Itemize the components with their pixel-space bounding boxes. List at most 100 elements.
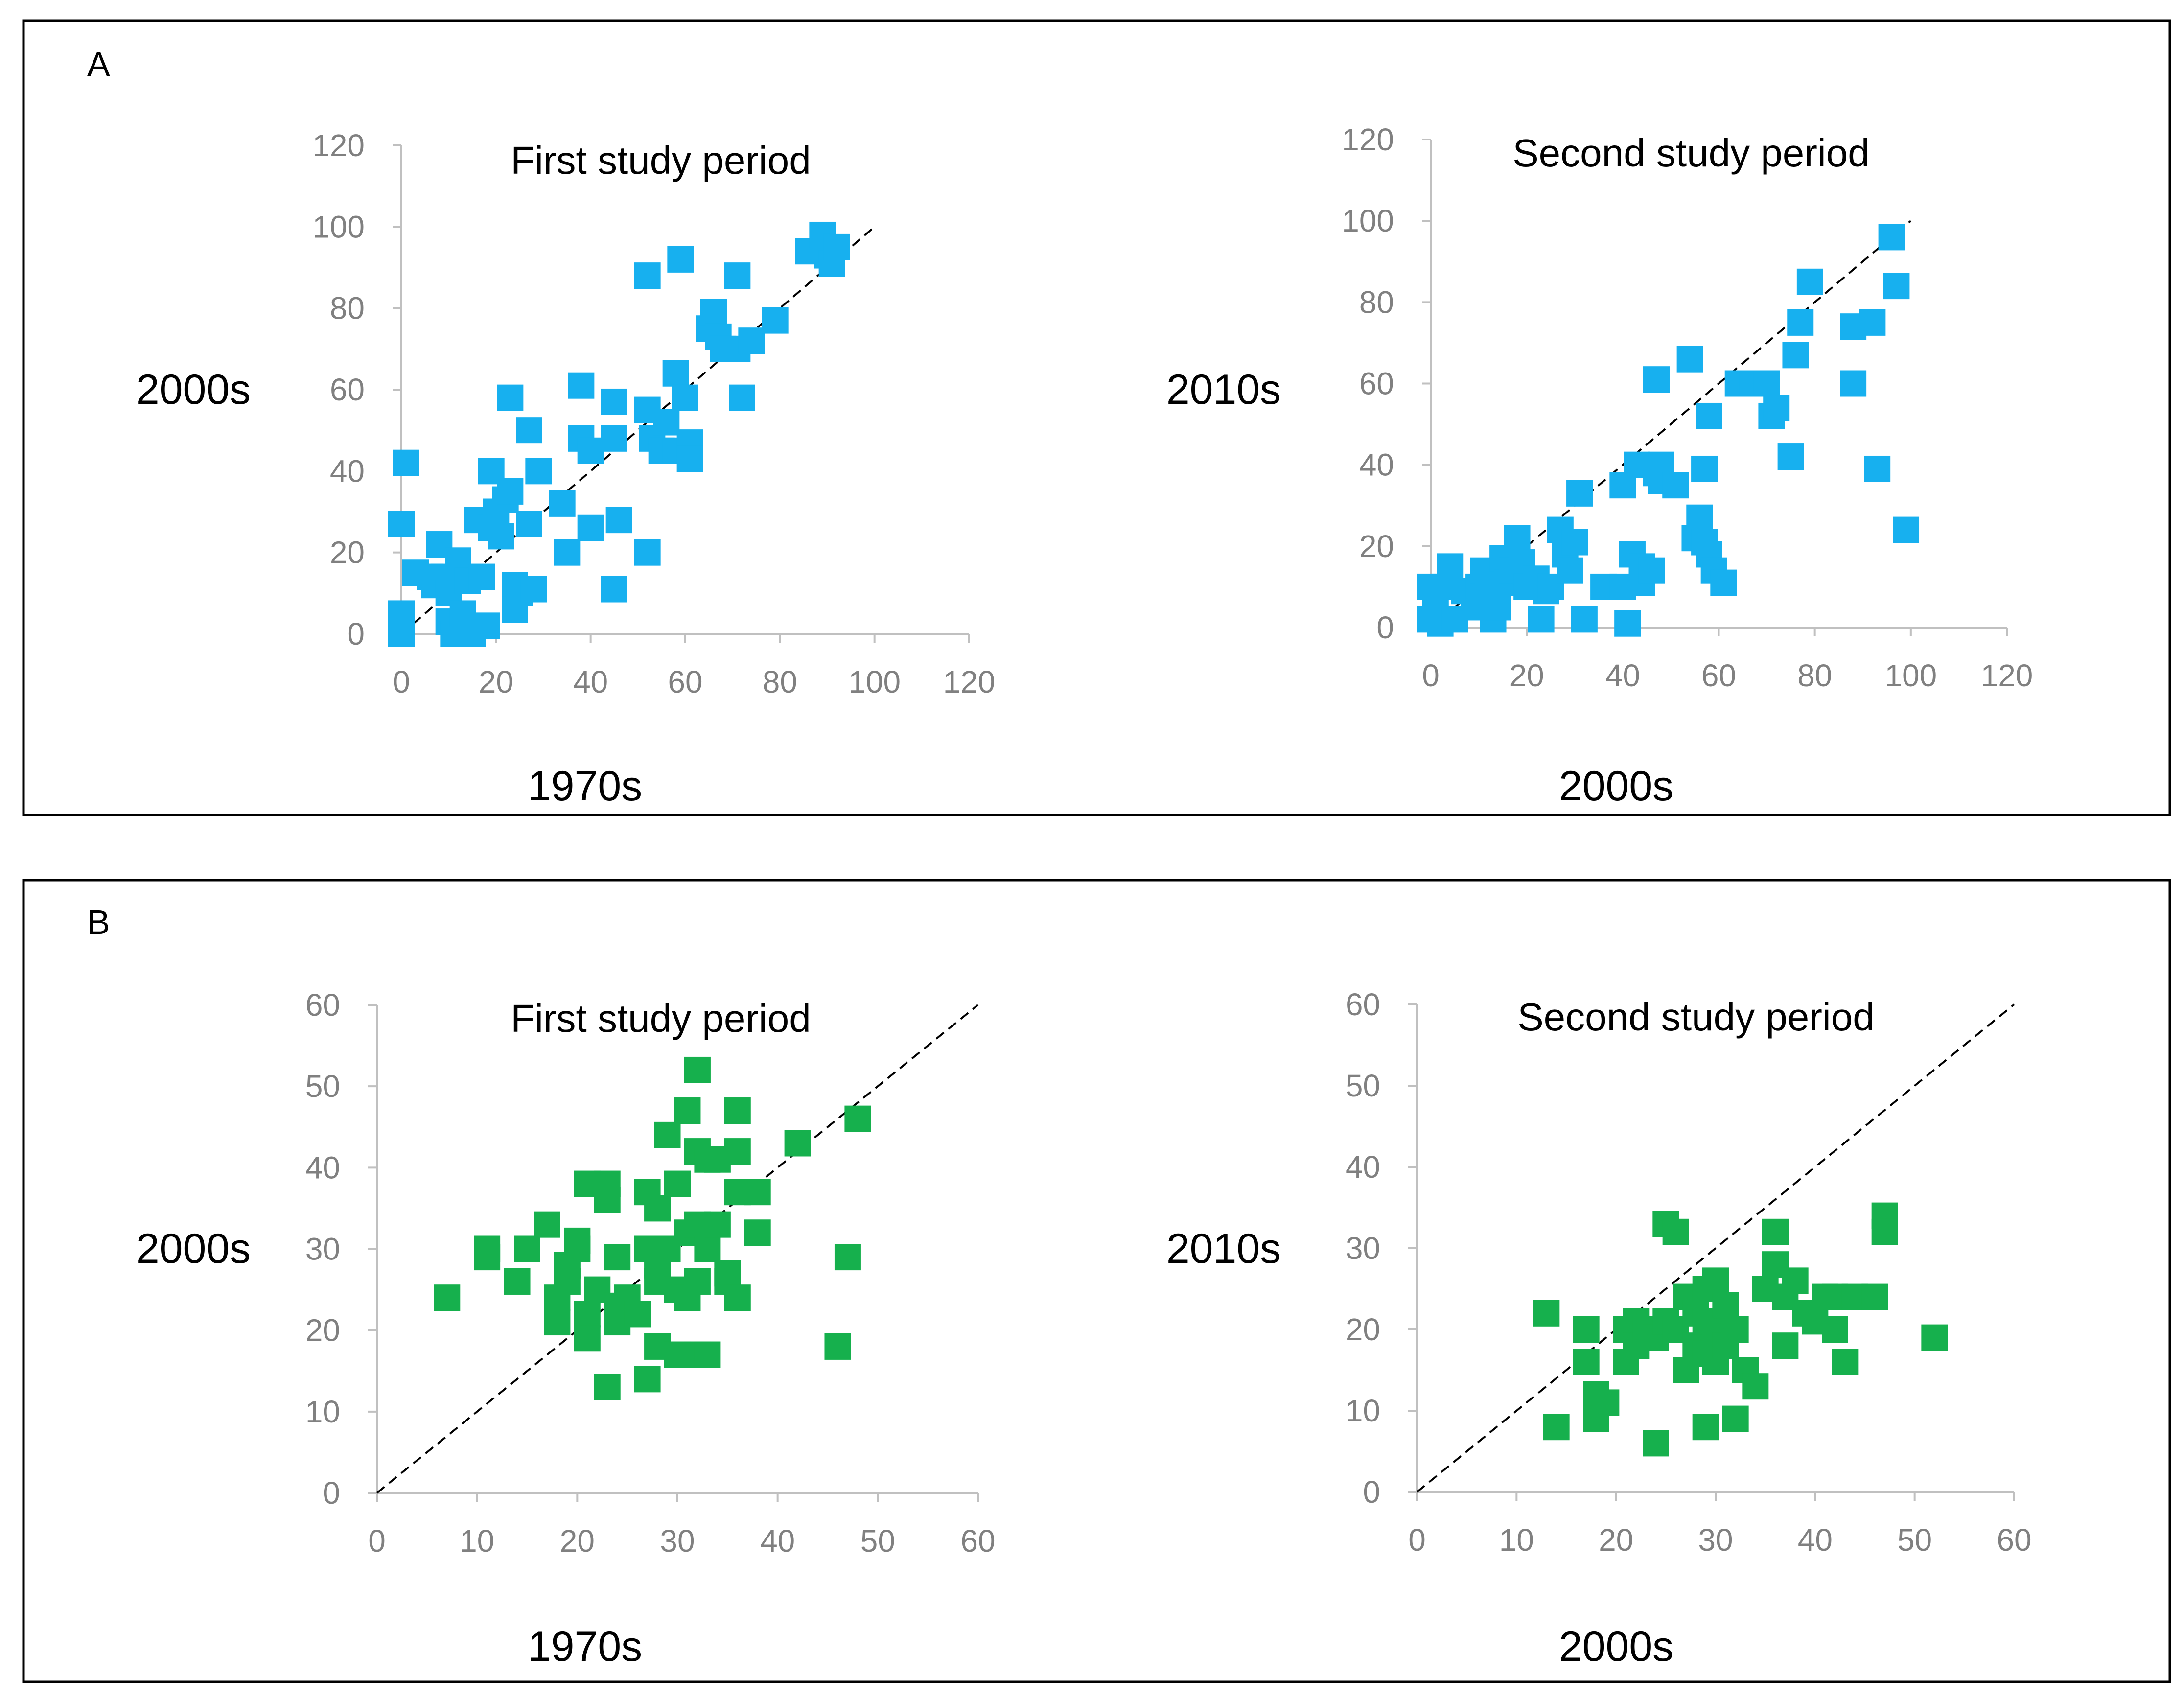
chart-b-first-x-tick-label: 10: [460, 1523, 494, 1559]
chart-b-second-y-tick-label: 30: [1346, 1231, 1380, 1266]
chart-b-second-axes: 0 10 20 30 40 50 60 0 10 20 30 40 50 60: [1346, 987, 2032, 1558]
chart-b-second-point: [1573, 1349, 1600, 1375]
chart-a-first-y-tick-label: 0: [347, 616, 365, 652]
chart-b-first: 0 10 20 30 40 50 60 0 10 20 30 40 50 60 First study p…: [136, 987, 996, 1670]
chart-b-first-x-tick-label: 30: [660, 1523, 695, 1559]
chart-a-first-x-tick-label: 80: [763, 664, 797, 699]
chart-b-first-y-tick-label: 30: [305, 1232, 340, 1267]
chart-a-second-ylabel: 2010s: [1166, 366, 1281, 413]
chart-a-second-x-tick-label: 40: [1605, 658, 1640, 693]
chart-b-second-title: Second study period: [1517, 995, 1874, 1039]
chart-a-first-point: [601, 425, 627, 452]
chart-a-first-point: [601, 388, 627, 415]
chart-a-second-point: [1763, 395, 1790, 421]
chart-a-first-point: [823, 233, 850, 260]
chart-a-second-axes: 0 20 40 60 80 100 120 0 20 40 60 80 100 120: [1342, 122, 2033, 693]
chart-a-first-point: [554, 539, 581, 566]
chart-b-second-point: [1742, 1373, 1769, 1400]
panel-b-label: B: [87, 903, 110, 941]
chart-b-first-point: [654, 1121, 681, 1148]
chart-a-second-point: [1696, 402, 1722, 429]
chart-b-first-point: [704, 1211, 731, 1238]
chart-a-second-point: [1485, 594, 1511, 621]
chart-a-first-point: [388, 621, 415, 647]
chart-a-second-point: [1528, 606, 1555, 633]
chart-a-second-point: [1571, 606, 1598, 633]
chart-a-second-xlabel: 2000s: [1559, 763, 1673, 810]
chart-a-first-point: [568, 372, 595, 399]
chart-a-second-title: Second study period: [1512, 131, 1869, 175]
chart-a-first-point: [516, 511, 542, 537]
chart-b-second: 0 10 20 30 40 50 60 0 10 20 30 40 50 60 Second study …: [1166, 987, 2032, 1670]
chart-b-first-reference-line: [376, 1004, 979, 1494]
chart-b-first-point: [434, 1284, 461, 1311]
chart-b-first-point: [644, 1195, 671, 1222]
chart-a-first-point: [577, 514, 604, 541]
chart-a-first-point: [468, 563, 495, 590]
chart-a-second-x-tick-label: 20: [1510, 658, 1544, 693]
chart-a-second-y-tick-label: 20: [1359, 529, 1394, 564]
chart-a-first-point: [488, 523, 514, 550]
chart-b-first-point: [634, 1366, 661, 1393]
chart-a-second-y-tick-label: 120: [1342, 122, 1394, 157]
chart-b-second-point: [1593, 1389, 1620, 1416]
chart-b-first-x-tick-label: 0: [368, 1523, 386, 1559]
chart-a-first-reference-line: [400, 226, 875, 635]
chart-a-first-point: [672, 384, 698, 411]
chart-b-second-point: [1712, 1292, 1739, 1319]
chart-b-first-point: [474, 1244, 501, 1271]
chart-a-first-x-tick-label: 100: [848, 664, 901, 699]
chart-a-first-point: [729, 384, 755, 411]
chart-b-second-y-tick-label: 20: [1346, 1312, 1380, 1347]
chart-a-first-y-tick-label: 20: [330, 535, 365, 570]
chart-a-first-point: [520, 576, 547, 603]
chart-a-second-point: [1504, 525, 1531, 552]
chart-a-first-axes: 0 20 40 60 80 100 120 0 20 40 60 80 100 120: [312, 128, 995, 699]
chart-b-first-point: [744, 1179, 771, 1206]
chart-a-second-point: [1710, 569, 1737, 596]
chart-a-second-point: [1614, 610, 1641, 637]
chart-b-first-x-tick-label: 60: [960, 1523, 995, 1559]
chart-b-second-x-tick-label: 60: [1997, 1522, 2031, 1558]
chart-b-second-x-tick-label: 30: [1698, 1522, 1733, 1558]
chart-a-second-point: [1777, 443, 1804, 470]
chart-b-second-x-tick-label: 0: [1408, 1522, 1426, 1558]
chart-b-second-point: [1543, 1414, 1570, 1441]
chart-b-second-y-tick-label: 50: [1346, 1068, 1380, 1103]
chart-a-first-point: [700, 299, 727, 326]
chart-b-first-points: [434, 1056, 871, 1400]
chart-b-first-point: [824, 1333, 851, 1360]
chart-b-second-point: [1722, 1405, 1749, 1432]
chart-b-first-point: [664, 1170, 691, 1197]
chart-a-first: 0 20 40 60 80 100 120 0 20 40 60 80 100 120 First stu…: [136, 128, 996, 810]
chart-a-first-ylabel: 2000s: [136, 366, 251, 413]
panel-b-frame: [22, 879, 2171, 1683]
chart-b-first-point: [724, 1284, 751, 1311]
chart-b-second-point: [1702, 1267, 1729, 1294]
chart-a-first-point: [516, 417, 542, 444]
chart-a-first-y-tick-label: 80: [330, 291, 365, 326]
chart-b-second-point: [1643, 1430, 1669, 1457]
chart-a-second-x-tick-label: 80: [1797, 658, 1832, 693]
chart-b-first-point: [694, 1341, 721, 1368]
chart-a-first-x-tick-label: 120: [943, 664, 996, 699]
chart-b-first-x-tick-label: 50: [860, 1523, 895, 1559]
chart-b-first-point: [554, 1268, 581, 1295]
chart-b-first-point: [724, 1097, 751, 1124]
chart-a-first-point: [634, 262, 661, 289]
chart-a-second-y-tick-label: 100: [1342, 203, 1394, 238]
chart-a-first-title: First study period: [511, 139, 811, 182]
chart-a-second-point: [1859, 309, 1886, 336]
chart-a-first-point: [497, 478, 524, 505]
chart-b-first-point: [684, 1268, 711, 1295]
chart-b-second-point: [1822, 1316, 1848, 1343]
chart-b-second-point: [1573, 1316, 1600, 1343]
chart-a-second-point: [1864, 455, 1891, 482]
chart-b-first-point: [594, 1187, 621, 1213]
chart-b-first-point: [564, 1235, 591, 1262]
chart-a-first-point: [388, 511, 415, 537]
chart-b-second-point: [1722, 1316, 1749, 1343]
chart-b-first-point: [834, 1244, 861, 1271]
chart-a-second-point: [1662, 472, 1689, 499]
